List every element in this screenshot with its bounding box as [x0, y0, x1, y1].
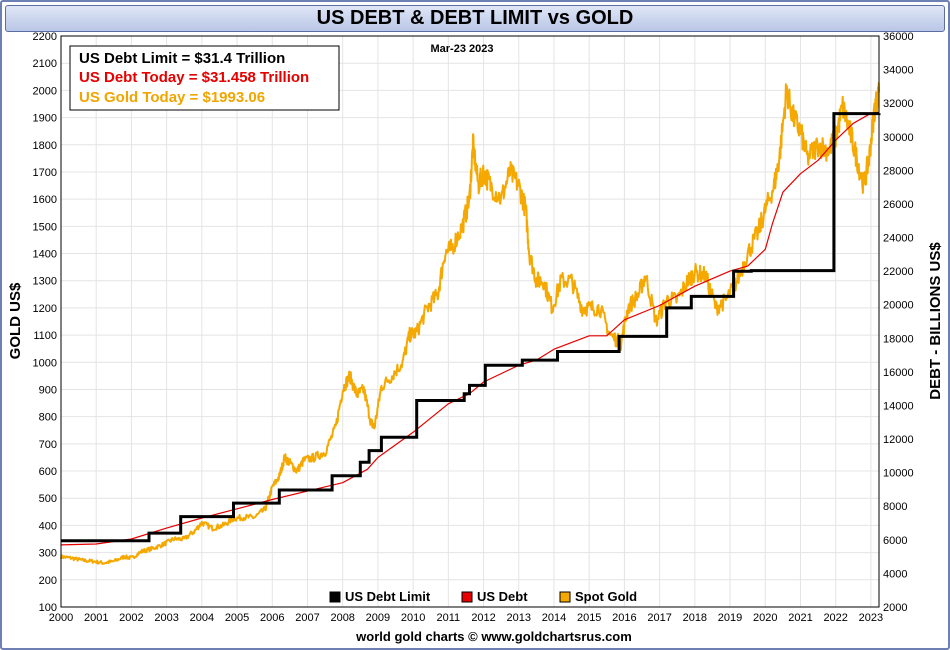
x-tick-label: 2000: [49, 612, 73, 624]
x-tick-label: 2021: [788, 612, 812, 624]
x-tick-label: 2005: [225, 612, 249, 624]
info-debt-today: US Debt Today = $31.458 Trillion: [79, 69, 309, 86]
x-tick-label: 2004: [190, 612, 214, 624]
chart-title-bar: US DEBT & DEBT LIMIT vs GOLD: [5, 5, 945, 32]
x-tick-label: 2001: [84, 612, 108, 624]
info-gold-today: US Gold Today = $1993.06: [79, 89, 265, 106]
y-axis-right-title: DEBT - BILLIONS US$: [927, 242, 944, 400]
y-left-tick-label: 100: [39, 602, 57, 614]
y-right-tick-label: 26000: [883, 199, 914, 211]
y-right-tick-label: 4000: [883, 568, 907, 580]
legend-label-gold: Spot Gold: [575, 589, 637, 604]
tick-labels: 100 200 300 400 500 600 700 800 900 1000 1100 1200 1…: [33, 31, 914, 624]
x-tick-label: 2018: [683, 612, 707, 624]
x-tick-label: 2007: [295, 612, 319, 624]
x-tick-label: 2008: [330, 612, 354, 624]
y-right-tick-label: 24000: [883, 233, 914, 245]
y-left-tick-label: 1700: [33, 167, 57, 179]
x-tick-label: 2011: [437, 612, 461, 624]
x-tick-label: 2006: [260, 612, 284, 624]
legend-swatch-gold: [559, 591, 571, 603]
x-tick-label: 2019: [718, 612, 742, 624]
x-tick-label: 2002: [119, 612, 143, 624]
y-left-tick-label: 300: [39, 548, 57, 560]
y-right-tick-label: 8000: [883, 501, 907, 513]
y-left-tick-label: 1000: [33, 357, 57, 369]
x-tick-label: 2014: [542, 612, 566, 624]
legend-swatch-debt-limit: [329, 591, 341, 603]
y-right-tick-label: 16000: [883, 367, 914, 379]
info-box: US Debt Limit = $31.4 Trillion US Debt T…: [69, 45, 340, 111]
x-tick-label: 2012: [471, 612, 495, 624]
plot-border: [60, 35, 880, 608]
legend: US Debt Limit US Debt Spot Gold: [329, 589, 637, 604]
legend-label-debt: US Debt: [477, 589, 528, 604]
y-right-tick-label: 28000: [883, 165, 914, 177]
y-left-tick-label: 1200: [33, 303, 57, 315]
y-left-tick-label: 1800: [33, 140, 57, 152]
y-right-tick-label: 22000: [883, 266, 914, 278]
y-left-tick-label: 1100: [33, 330, 57, 342]
y-right-tick-label: 10000: [883, 468, 914, 480]
y-right-tick-label: 6000: [883, 535, 907, 547]
info-box-frame: [69, 45, 340, 111]
y-right-tick-label: 34000: [883, 65, 914, 77]
credit-text: world gold charts © www.goldchartsrus.co…: [355, 629, 632, 644]
x-tick-label: 2023: [859, 612, 883, 624]
y-right-tick-label: 12000: [883, 434, 914, 446]
x-tick-label: 2015: [577, 612, 601, 624]
series-line-us-debt-limit: [61, 112, 881, 543]
y-left-tick-label: 2100: [33, 58, 57, 70]
y-right-tick-label: 30000: [883, 132, 914, 144]
plot-area: [61, 36, 879, 607]
date-label: Mar-23 2023: [431, 43, 494, 55]
y-right-tick-label: 20000: [883, 300, 914, 312]
y-right-tick-label: 2000: [883, 602, 907, 614]
x-tick-label: 2016: [612, 612, 636, 624]
y-axis-left-title: GOLD US$: [7, 282, 24, 359]
x-tick-label: 2020: [753, 612, 777, 624]
y-right-tick-label: 14000: [883, 400, 914, 412]
y-left-tick-label: 900: [39, 384, 57, 396]
x-tick-label: 2009: [366, 612, 390, 624]
y-left-tick-label: 800: [39, 412, 57, 424]
chart-title: US DEBT & DEBT LIMIT vs GOLD: [316, 7, 634, 29]
x-tick-label: 2022: [823, 612, 847, 624]
y-right-tick-label: 32000: [883, 98, 914, 110]
y-left-tick-label: 1300: [33, 276, 57, 288]
y-left-tick-label: 1400: [33, 249, 57, 261]
x-tick-label: 2010: [401, 612, 425, 624]
y-left-tick-label: 2000: [33, 85, 57, 97]
y-left-tick-label: 1500: [33, 221, 57, 233]
info-debt-limit: US Debt Limit = $31.4 Trillion: [79, 50, 285, 67]
x-tick-label: 2003: [154, 612, 178, 624]
x-tick-label: 2013: [507, 612, 531, 624]
y-left-tick-label: 1900: [33, 113, 57, 125]
y-left-tick-label: 400: [39, 520, 57, 532]
y-left-tick-label: 600: [39, 466, 57, 478]
y-left-tick-label: 700: [39, 439, 57, 451]
y-left-tick-label: 200: [39, 575, 57, 587]
y-left-tick-label: 500: [39, 493, 57, 505]
series-layer: [60, 82, 881, 565]
y-left-tick-label: 1600: [33, 194, 57, 206]
legend-label-debt-limit: US Debt Limit: [345, 589, 431, 604]
legend-swatch-debt: [461, 591, 473, 603]
y-left-tick-label: 2200: [33, 31, 57, 43]
y-right-tick-label: 18000: [883, 333, 914, 345]
y-right-tick-label: 36000: [883, 31, 914, 43]
series-line-spot-gold: [60, 82, 880, 565]
x-tick-label: 2017: [647, 612, 671, 624]
